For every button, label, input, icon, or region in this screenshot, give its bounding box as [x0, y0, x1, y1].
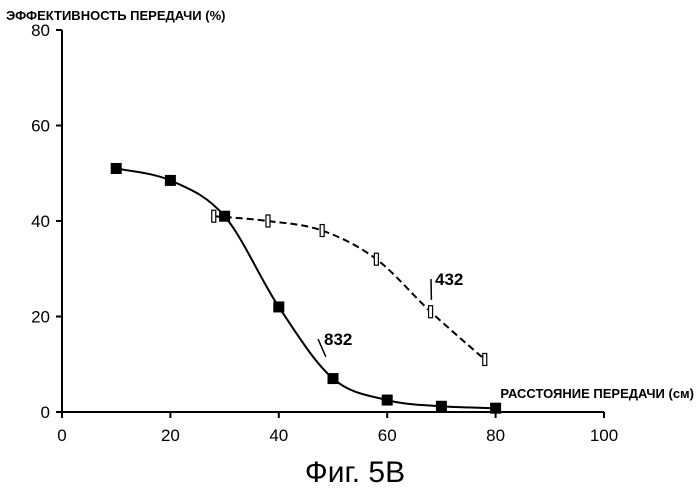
data-point-832 — [490, 403, 501, 414]
data-point-432 — [266, 215, 270, 227]
text-layer: 020406080100020406080ЭФФЕКТИВНОСТЬ ПЕРЕД… — [6, 8, 694, 488]
data-point-832 — [165, 175, 176, 186]
x-tick-label: 40 — [269, 426, 288, 445]
data-point-432 — [429, 306, 433, 318]
x-tick-label: 60 — [378, 426, 397, 445]
series-label-432: 432 — [435, 270, 463, 289]
y-tick-label: 20 — [31, 308, 50, 327]
data-point-832 — [219, 211, 230, 222]
data-point-432 — [212, 210, 216, 222]
figure-caption: Фиг. 5В — [305, 456, 405, 488]
y-axis-title: ЭФФЕКТИВНОСТЬ ПЕРЕДАЧИ (%) — [6, 8, 225, 23]
data-point-832 — [273, 301, 284, 312]
data-point-432 — [320, 225, 324, 237]
data-point-832 — [382, 395, 393, 406]
x-tick-label: 80 — [486, 426, 505, 445]
y-tick-label: 60 — [31, 117, 50, 136]
axes — [56, 30, 604, 418]
y-tick-label: 40 — [31, 212, 50, 231]
series-label-832: 832 — [324, 330, 352, 349]
y-tick-label: 80 — [31, 21, 50, 40]
data-point-832 — [328, 373, 339, 384]
y-tick-label: 0 — [41, 403, 50, 422]
x-axis-title: РАССТОЯНИЕ ПЕРЕДАЧИ (см) — [500, 386, 694, 401]
data-point-832 — [111, 163, 122, 174]
x-tick-label: 100 — [590, 426, 618, 445]
data-point-432 — [483, 353, 487, 365]
data-point-832 — [436, 401, 447, 412]
data-point-432 — [374, 253, 378, 265]
x-tick-label: 20 — [161, 426, 180, 445]
x-tick-label: 0 — [57, 426, 66, 445]
